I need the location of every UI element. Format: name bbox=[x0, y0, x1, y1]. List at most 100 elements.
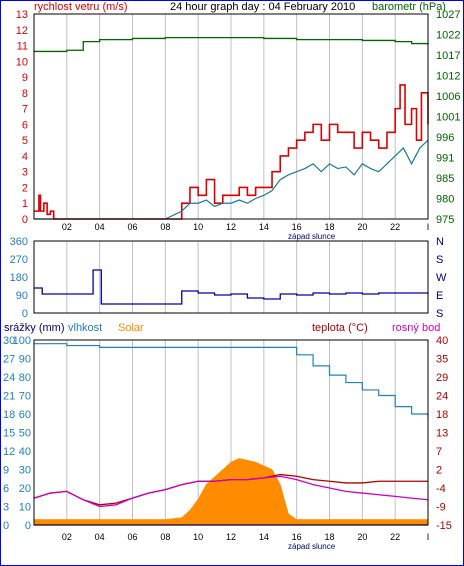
legend-dewpoint: rosný bod bbox=[392, 322, 440, 334]
solar-area bbox=[33, 458, 429, 526]
x-tick-label: 02 bbox=[62, 532, 72, 542]
y-tick-label: 3 bbox=[3, 502, 9, 514]
x-tick-label: 18 bbox=[324, 532, 334, 542]
panel1-x-ticks: 02 04 06 08 10 12 14 16 18 20 22 I bbox=[62, 222, 429, 232]
y-tick-label-right: E bbox=[436, 290, 443, 302]
y-tick-label-right: S bbox=[436, 308, 443, 320]
legend-solar: Solar bbox=[118, 322, 144, 334]
x-tick-label: 14 bbox=[259, 532, 269, 542]
x-tick-label: I bbox=[427, 532, 430, 542]
y-tick-label-right: 996 bbox=[436, 132, 454, 144]
y-tick-label: 1 bbox=[22, 198, 28, 210]
x-tick-label: 04 bbox=[95, 532, 105, 542]
y-tick-label-right: 13 bbox=[436, 428, 448, 440]
y-tick-label: 21 bbox=[3, 391, 15, 403]
sunset-label: západ slunce bbox=[288, 232, 336, 241]
y-tick-label: 10 bbox=[16, 56, 28, 68]
y-tick-label-humidity: 90 bbox=[19, 354, 31, 366]
y-tick-label-humidity: 100 bbox=[13, 335, 31, 347]
y-tick-label: 30 bbox=[3, 335, 15, 347]
dewpoint-line bbox=[33, 475, 429, 508]
y-tick-label-right: 2 bbox=[436, 465, 442, 477]
y-tick-label-right: 1022 bbox=[436, 30, 460, 42]
y-tick-label: 8 bbox=[22, 88, 28, 100]
y-tick-label: 360 bbox=[10, 236, 28, 248]
x-tick-label: 20 bbox=[357, 222, 367, 232]
right-axis-label: barometr (hPa) bbox=[372, 1, 446, 13]
y-tick-label-right: 985 bbox=[436, 173, 454, 185]
y-tick-label-right: 1006 bbox=[436, 91, 460, 103]
x-tick-label: 18 bbox=[324, 222, 334, 232]
y-tick-label: 12 bbox=[3, 446, 15, 458]
y-tick-label-right: 35 bbox=[436, 354, 448, 366]
y-tick-label: 13 bbox=[16, 9, 28, 21]
panel3-grid bbox=[66, 340, 396, 525]
y-tick-label: 24 bbox=[3, 372, 15, 384]
y-tick-label-right: 1012 bbox=[436, 71, 460, 83]
x-tick-label: 12 bbox=[226, 532, 236, 542]
y-tick-label: 6 bbox=[3, 483, 9, 495]
x-tick-label: 20 bbox=[357, 532, 367, 542]
y-tick-label-right: W bbox=[436, 272, 447, 284]
x-tick-label: 02 bbox=[62, 222, 72, 232]
y-tick-label: 12 bbox=[16, 25, 28, 37]
y-tick-label-right: 7 bbox=[436, 446, 442, 458]
sunset-label: západ slunce bbox=[288, 542, 336, 551]
x-tick-label: 16 bbox=[292, 222, 302, 232]
y-tick-label: 0 bbox=[3, 520, 9, 532]
x-tick-label: 16 bbox=[292, 532, 302, 542]
panel2-left-ticks: 0 90 180 270 360 bbox=[10, 236, 28, 320]
wind-direction-line bbox=[34, 269, 429, 305]
x-tick-label: 10 bbox=[193, 222, 203, 232]
panel2-grid bbox=[66, 241, 396, 313]
y-tick-label: 9 bbox=[22, 72, 28, 84]
y-tick-label-humidity: 0 bbox=[25, 520, 31, 532]
y-tick-label: 0 bbox=[22, 214, 28, 226]
pressure-line bbox=[34, 37, 429, 53]
x-tick-label: 06 bbox=[127, 222, 137, 232]
y-tick-label-right: 1001 bbox=[436, 112, 460, 124]
y-tick-label: 9 bbox=[3, 465, 9, 477]
y-tick-label-right: S bbox=[436, 254, 443, 266]
y-tick-label-right: -4 bbox=[436, 483, 446, 495]
y-tick-label: 4 bbox=[22, 151, 28, 163]
panel3-frame bbox=[33, 339, 429, 526]
y-tick-label-humidity: 70 bbox=[19, 391, 31, 403]
y-tick-label-right: 975 bbox=[436, 214, 454, 226]
y-tick-label: 27 bbox=[3, 354, 15, 366]
x-tick-label: I bbox=[427, 222, 430, 232]
y-tick-label-humidity: 30 bbox=[19, 465, 31, 477]
x-tick-label: 14 bbox=[259, 222, 269, 232]
panel3-left-ticks: 0 3 6 9 12 15 18 21 24 27 30 0 10 20 30 40 50 60 70 80 90 100 bbox=[3, 335, 31, 532]
y-tick-label-right: 18 bbox=[436, 409, 448, 421]
y-tick-label: 90 bbox=[16, 290, 28, 302]
y-tick-label-right: -9 bbox=[436, 502, 446, 514]
y-tick-label-humidity: 20 bbox=[19, 483, 31, 495]
x-tick-label: 08 bbox=[160, 222, 170, 232]
x-tick-label: 08 bbox=[160, 532, 170, 542]
panel2-frame bbox=[33, 240, 429, 314]
y-tick-label: 15 bbox=[3, 428, 15, 440]
y-tick-label: 18 bbox=[3, 409, 15, 421]
y-tick-label-right: N bbox=[436, 236, 444, 248]
x-tick-label: 04 bbox=[95, 222, 105, 232]
y-tick-label-right: 1017 bbox=[436, 50, 460, 62]
y-tick-label: 0 bbox=[22, 308, 28, 320]
x-tick-label: 12 bbox=[226, 222, 236, 232]
y-tick-label: 11 bbox=[17, 41, 28, 53]
y-tick-label: 2 bbox=[22, 182, 28, 194]
y-tick-label: 7 bbox=[22, 104, 28, 116]
y-tick-label-right: -15 bbox=[436, 520, 452, 532]
x-tick-label: 10 bbox=[193, 532, 203, 542]
panel3-right-ticks: -15 -9 -4 2 7 13 18 24 29 35 40 bbox=[436, 335, 452, 532]
y-tick-label: 6 bbox=[22, 119, 28, 131]
y-tick-label-right: 29 bbox=[436, 372, 448, 384]
y-tick-label-right: 991 bbox=[436, 153, 454, 165]
chart-title: 24 hour graph day : 04 February 2010 bbox=[170, 1, 355, 13]
panel1-grid bbox=[66, 14, 396, 219]
y-tick-label-right: 24 bbox=[436, 391, 448, 403]
legend-temperature: teplota (°C) bbox=[312, 322, 368, 334]
